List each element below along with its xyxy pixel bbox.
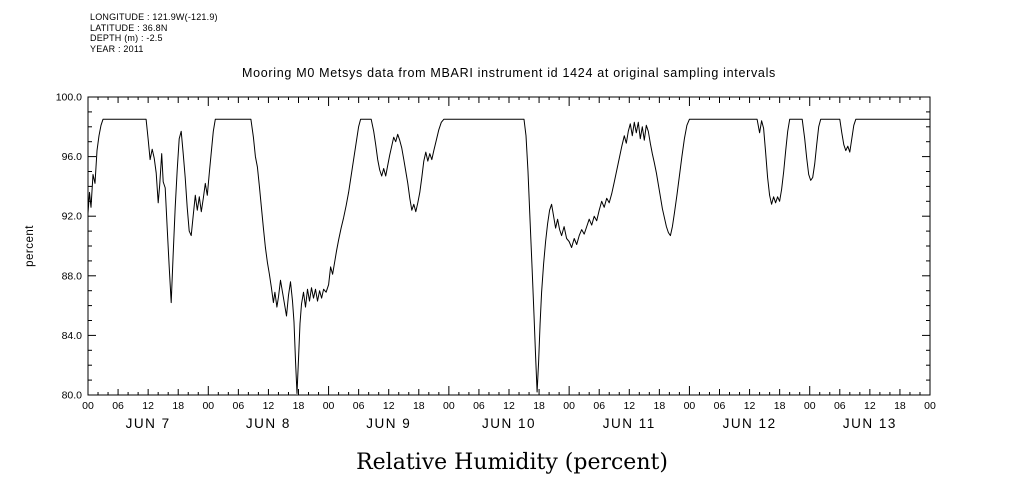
x-tick-label: 06: [353, 400, 365, 412]
day-label: JUN 10: [482, 416, 536, 431]
x-tick-label: 12: [383, 400, 395, 412]
day-label: JUN 13: [843, 416, 897, 431]
x-tick-label: 18: [293, 400, 305, 412]
day-label: JUN 8: [246, 416, 291, 431]
y-tick-label: 96.0: [62, 151, 83, 163]
humidity-line: [87, 118, 930, 394]
x-tick-label: 12: [744, 400, 756, 412]
x-tick-label: 12: [864, 400, 876, 412]
x-tick-label: 06: [834, 400, 846, 412]
meta-year: YEAR : 2011: [90, 43, 144, 54]
x-tick-label: 06: [473, 400, 485, 412]
meta-latitude: LATITUDE : 36.8N: [90, 22, 168, 33]
x-tick-label: 12: [142, 400, 154, 412]
x-tick-label: 12: [263, 400, 275, 412]
x-tick-label: 18: [413, 400, 425, 412]
day-label: JUN 12: [723, 416, 777, 431]
x-tick-label: 18: [774, 400, 786, 412]
meta-depth: DEPTH (m) : -2.5: [90, 33, 163, 43]
x-tick-label: 00: [684, 400, 696, 412]
x-tick-label: 06: [714, 400, 726, 412]
x-tick-label: 18: [894, 400, 906, 412]
y-tick-label: 100.0: [56, 92, 82, 104]
x-tick-label: 12: [623, 400, 635, 412]
x-tick-label: 00: [82, 400, 94, 412]
x-tick-label: 18: [533, 400, 545, 412]
day-label: JUN 9: [366, 416, 411, 431]
x-tick-label: 18: [654, 400, 666, 412]
day-label: JUN 11: [603, 416, 656, 431]
plot-frame: [87, 96, 931, 396]
y-tick-label: 92.0: [62, 211, 83, 223]
x-tick-label: 06: [233, 400, 245, 412]
day-label: JUN 7: [126, 416, 171, 431]
x-tick-label: 06: [112, 400, 124, 412]
plot-title: Mooring M0 Metsys data from MBARI instru…: [242, 66, 776, 80]
y-tick-label: 88.0: [62, 270, 83, 282]
x-tick-label: 00: [563, 400, 575, 412]
x-tick-label: 00: [924, 400, 936, 412]
chart-caption: Relative Humidity (percent): [356, 450, 668, 475]
y-tick-label: 84.0: [62, 330, 83, 342]
x-tick-label: 12: [503, 400, 515, 412]
meta-longitude: LONGITUDE : 121.9W(-121.9): [90, 12, 218, 22]
x-tick-label: 06: [593, 400, 605, 412]
x-tick-label: 00: [323, 400, 335, 412]
x-tick-label: 00: [202, 400, 214, 412]
x-tick-label: 00: [804, 400, 816, 412]
y-tick-label: 80.0: [62, 390, 83, 402]
metadata-block: LONGITUDE : 121.9W(-121.9) LATITUDE : 36…: [90, 12, 218, 54]
x-tick-label: 18: [172, 400, 184, 412]
x-tick-label: 00: [443, 400, 455, 412]
